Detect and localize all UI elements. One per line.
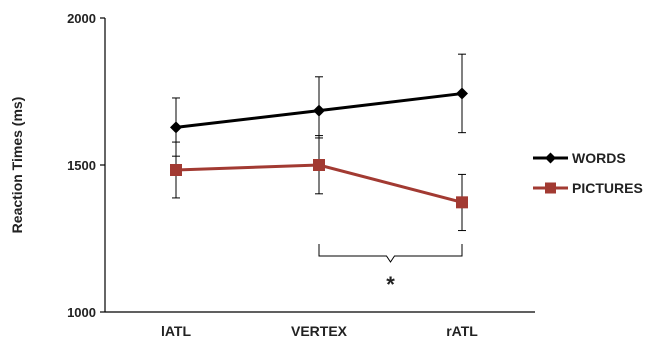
pictures-data-point <box>456 196 468 209</box>
y-tick-label: 2000 <box>67 11 96 26</box>
y-tick-label: 1000 <box>67 305 96 320</box>
legend-words-marker <box>545 152 556 164</box>
significance-bracket <box>318 244 463 263</box>
words-data-point <box>456 87 468 100</box>
words-data-point <box>313 104 325 117</box>
y-axis-label: Reaction Times (ms) <box>9 97 25 234</box>
legend-pictures-label: PICTURES <box>572 180 643 196</box>
legend-pictures-marker <box>545 182 556 194</box>
x-tick-label: rATL <box>446 323 478 339</box>
legend: WORDS PICTURES <box>533 150 643 196</box>
words-data-point <box>170 121 182 134</box>
plot-area: 1000 1500 2000 lATL VERTEX rATL * <box>67 11 535 339</box>
pictures-data-point <box>313 159 325 171</box>
y-tick-label: 1500 <box>67 158 96 173</box>
significance-asterisk: * <box>386 272 395 297</box>
legend-words-label: WORDS <box>572 150 626 166</box>
x-tick-label: VERTEX <box>291 323 348 339</box>
x-tick-label: lATL <box>161 323 192 339</box>
pictures-data-point <box>170 163 182 176</box>
